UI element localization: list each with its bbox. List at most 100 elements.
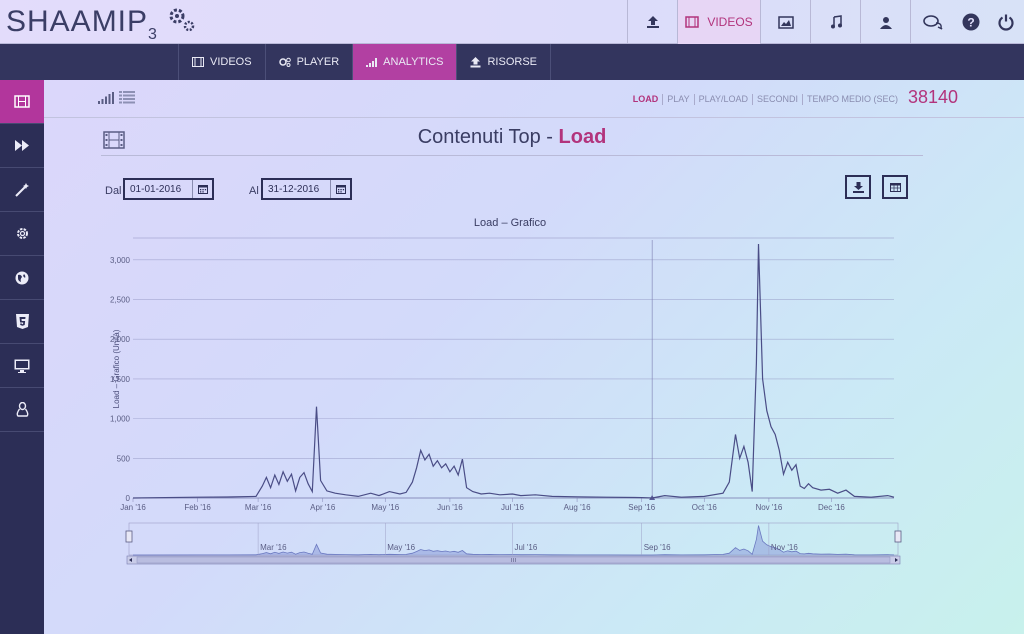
sidebar-item-html5[interactable]: [0, 300, 44, 344]
page-title: Contenuti Top - Load: [101, 126, 923, 149]
sidebar-item-linux[interactable]: [0, 388, 44, 432]
scroll-left-arrow: [129, 558, 132, 562]
tab-videos[interactable]: VIDEOS: [178, 44, 265, 80]
logo-text: SHAAMIP: [6, 5, 149, 38]
top-header: SHAAMIP3 VIDEOS ?: [0, 0, 1024, 44]
image-icon: [777, 15, 794, 29]
upload-button[interactable]: [627, 0, 677, 44]
tab-player[interactable]: PLAYER: [264, 44, 353, 80]
navigator-label: Jul '16: [514, 543, 537, 552]
metric-selector: LOAD PLAY PLAY/LOAD SECONDI TEMPO MEDIO …: [629, 94, 902, 105]
page-title-prefix: Contenuti Top -: [417, 126, 559, 148]
tab-analytics[interactable]: ANALYTICS: [352, 44, 457, 80]
linux-icon: [16, 402, 28, 417]
user-button[interactable]: [860, 0, 910, 44]
y-axis-label: Load – Grafico (Unità): [112, 329, 121, 408]
film-icon: [685, 16, 700, 28]
analytics-toolbar: LOAD PLAY PLAY/LOAD SECONDI TEMPO MEDIO …: [44, 80, 1024, 118]
html5-icon: [15, 314, 29, 329]
x-tick-label: Oct '16: [692, 503, 718, 512]
sidebar-item-settings[interactable]: [0, 212, 44, 256]
x-tick-label: Mar '16: [245, 503, 272, 512]
cogs-icon: [278, 57, 291, 67]
film-icon: [103, 131, 125, 149]
y-tick-label: 2,500: [110, 296, 131, 305]
scroll-right-arrow: [895, 558, 898, 562]
tab-risorse[interactable]: RISORSE: [456, 44, 551, 80]
from-date-label: Dal: [105, 185, 122, 197]
navigator-handle: [125, 530, 133, 543]
metric-secondi[interactable]: SECONDI: [751, 94, 802, 105]
tab-player-label: PLAYER: [296, 56, 340, 68]
monitor-icon: [14, 359, 30, 373]
x-tick-label: Apr '16: [310, 503, 336, 512]
navigator-label: Sep '16: [644, 543, 671, 552]
x-tick-label: Dec '16: [818, 503, 845, 512]
to-date-field[interactable]: 31-12-2016: [261, 178, 352, 200]
metric-tempo-medio[interactable]: TEMPO MEDIO (SEC): [801, 94, 902, 105]
table-icon: [889, 182, 901, 192]
y-tick-label: 0: [126, 494, 131, 503]
globe-icon: [15, 271, 29, 284]
metric-load[interactable]: LOAD: [632, 94, 659, 104]
signal-icon: [366, 57, 378, 67]
image-button[interactable]: [760, 0, 810, 44]
x-tick-label: Jul '16: [501, 503, 524, 512]
chat-icon: [922, 14, 942, 30]
y-tick-label: 1,500: [110, 375, 131, 384]
title-row: Contenuti Top - Load: [101, 124, 923, 156]
to-date-value: 31-12-2016: [268, 183, 320, 195]
list-view-icon[interactable]: [119, 91, 135, 104]
sidebar: [0, 80, 44, 634]
film-icon: [192, 57, 204, 67]
sidebar-item-monitor[interactable]: [0, 344, 44, 388]
help-button[interactable]: ?: [954, 0, 988, 44]
bar-chart-view-icon[interactable]: [98, 92, 114, 104]
download-button[interactable]: [845, 175, 871, 199]
calendar-icon[interactable]: [192, 180, 212, 198]
magic-wand-icon: [15, 182, 29, 197]
navigator-line: [132, 525, 895, 556]
music-button[interactable]: [810, 0, 860, 44]
metric-play[interactable]: PLAY: [662, 94, 693, 105]
logo-sub: 3: [148, 26, 158, 43]
page-title-metric: Load: [558, 126, 607, 148]
navigator-handle: [894, 530, 902, 543]
navigator-label: Mar '16: [260, 543, 287, 552]
from-date-value: 01-01-2016: [130, 183, 182, 195]
chat-button[interactable]: [910, 0, 954, 44]
videos-nav-button[interactable]: VIDEOS: [677, 0, 760, 44]
x-tick-label: Feb '16: [184, 503, 211, 512]
sidebar-item-globe[interactable]: [0, 256, 44, 300]
sidebar-item-effects[interactable]: [0, 168, 44, 212]
x-tick-label: Jan '16: [120, 503, 146, 512]
from-date-field[interactable]: 01-01-2016: [123, 178, 214, 200]
upload-icon: [470, 56, 481, 67]
x-tick-label: Nov '16: [755, 503, 782, 512]
videos-nav-label: VIDEOS: [707, 15, 753, 29]
power-icon: [998, 14, 1014, 31]
navigator-label: Nov '16: [771, 543, 798, 552]
power-button[interactable]: [988, 0, 1024, 44]
download-icon: [852, 181, 864, 193]
help-icon: ?: [962, 13, 980, 31]
logo[interactable]: SHAAMIP3: [6, 4, 195, 43]
table-view-button[interactable]: [882, 175, 908, 199]
x-tick-label: Jun '16: [437, 503, 463, 512]
sidebar-item-forward[interactable]: [0, 124, 44, 168]
metric-play-load[interactable]: PLAY/LOAD: [693, 94, 752, 105]
tab-risorse-label: RISORSE: [487, 56, 537, 68]
navigator-label: May '16: [387, 543, 415, 552]
y-tick-label: 500: [117, 454, 131, 463]
load-line-chart[interactable]: 0 500 1,000 1,500 2,000 2,500 3,000 Load – Graf…: [100, 230, 910, 575]
calendar-icon[interactable]: [330, 180, 350, 198]
gears-icon: [169, 8, 195, 32]
tab-videos-label: VIDEOS: [210, 56, 252, 68]
x-tick-label: Aug '16: [564, 503, 591, 512]
fast-forward-icon: [15, 140, 29, 151]
film-icon: [14, 95, 30, 108]
upload-icon: [646, 16, 659, 28]
to-date-label: Al: [249, 185, 259, 197]
tab-analytics-label: ANALYTICS: [383, 56, 444, 68]
sidebar-item-videos[interactable]: [0, 80, 44, 124]
